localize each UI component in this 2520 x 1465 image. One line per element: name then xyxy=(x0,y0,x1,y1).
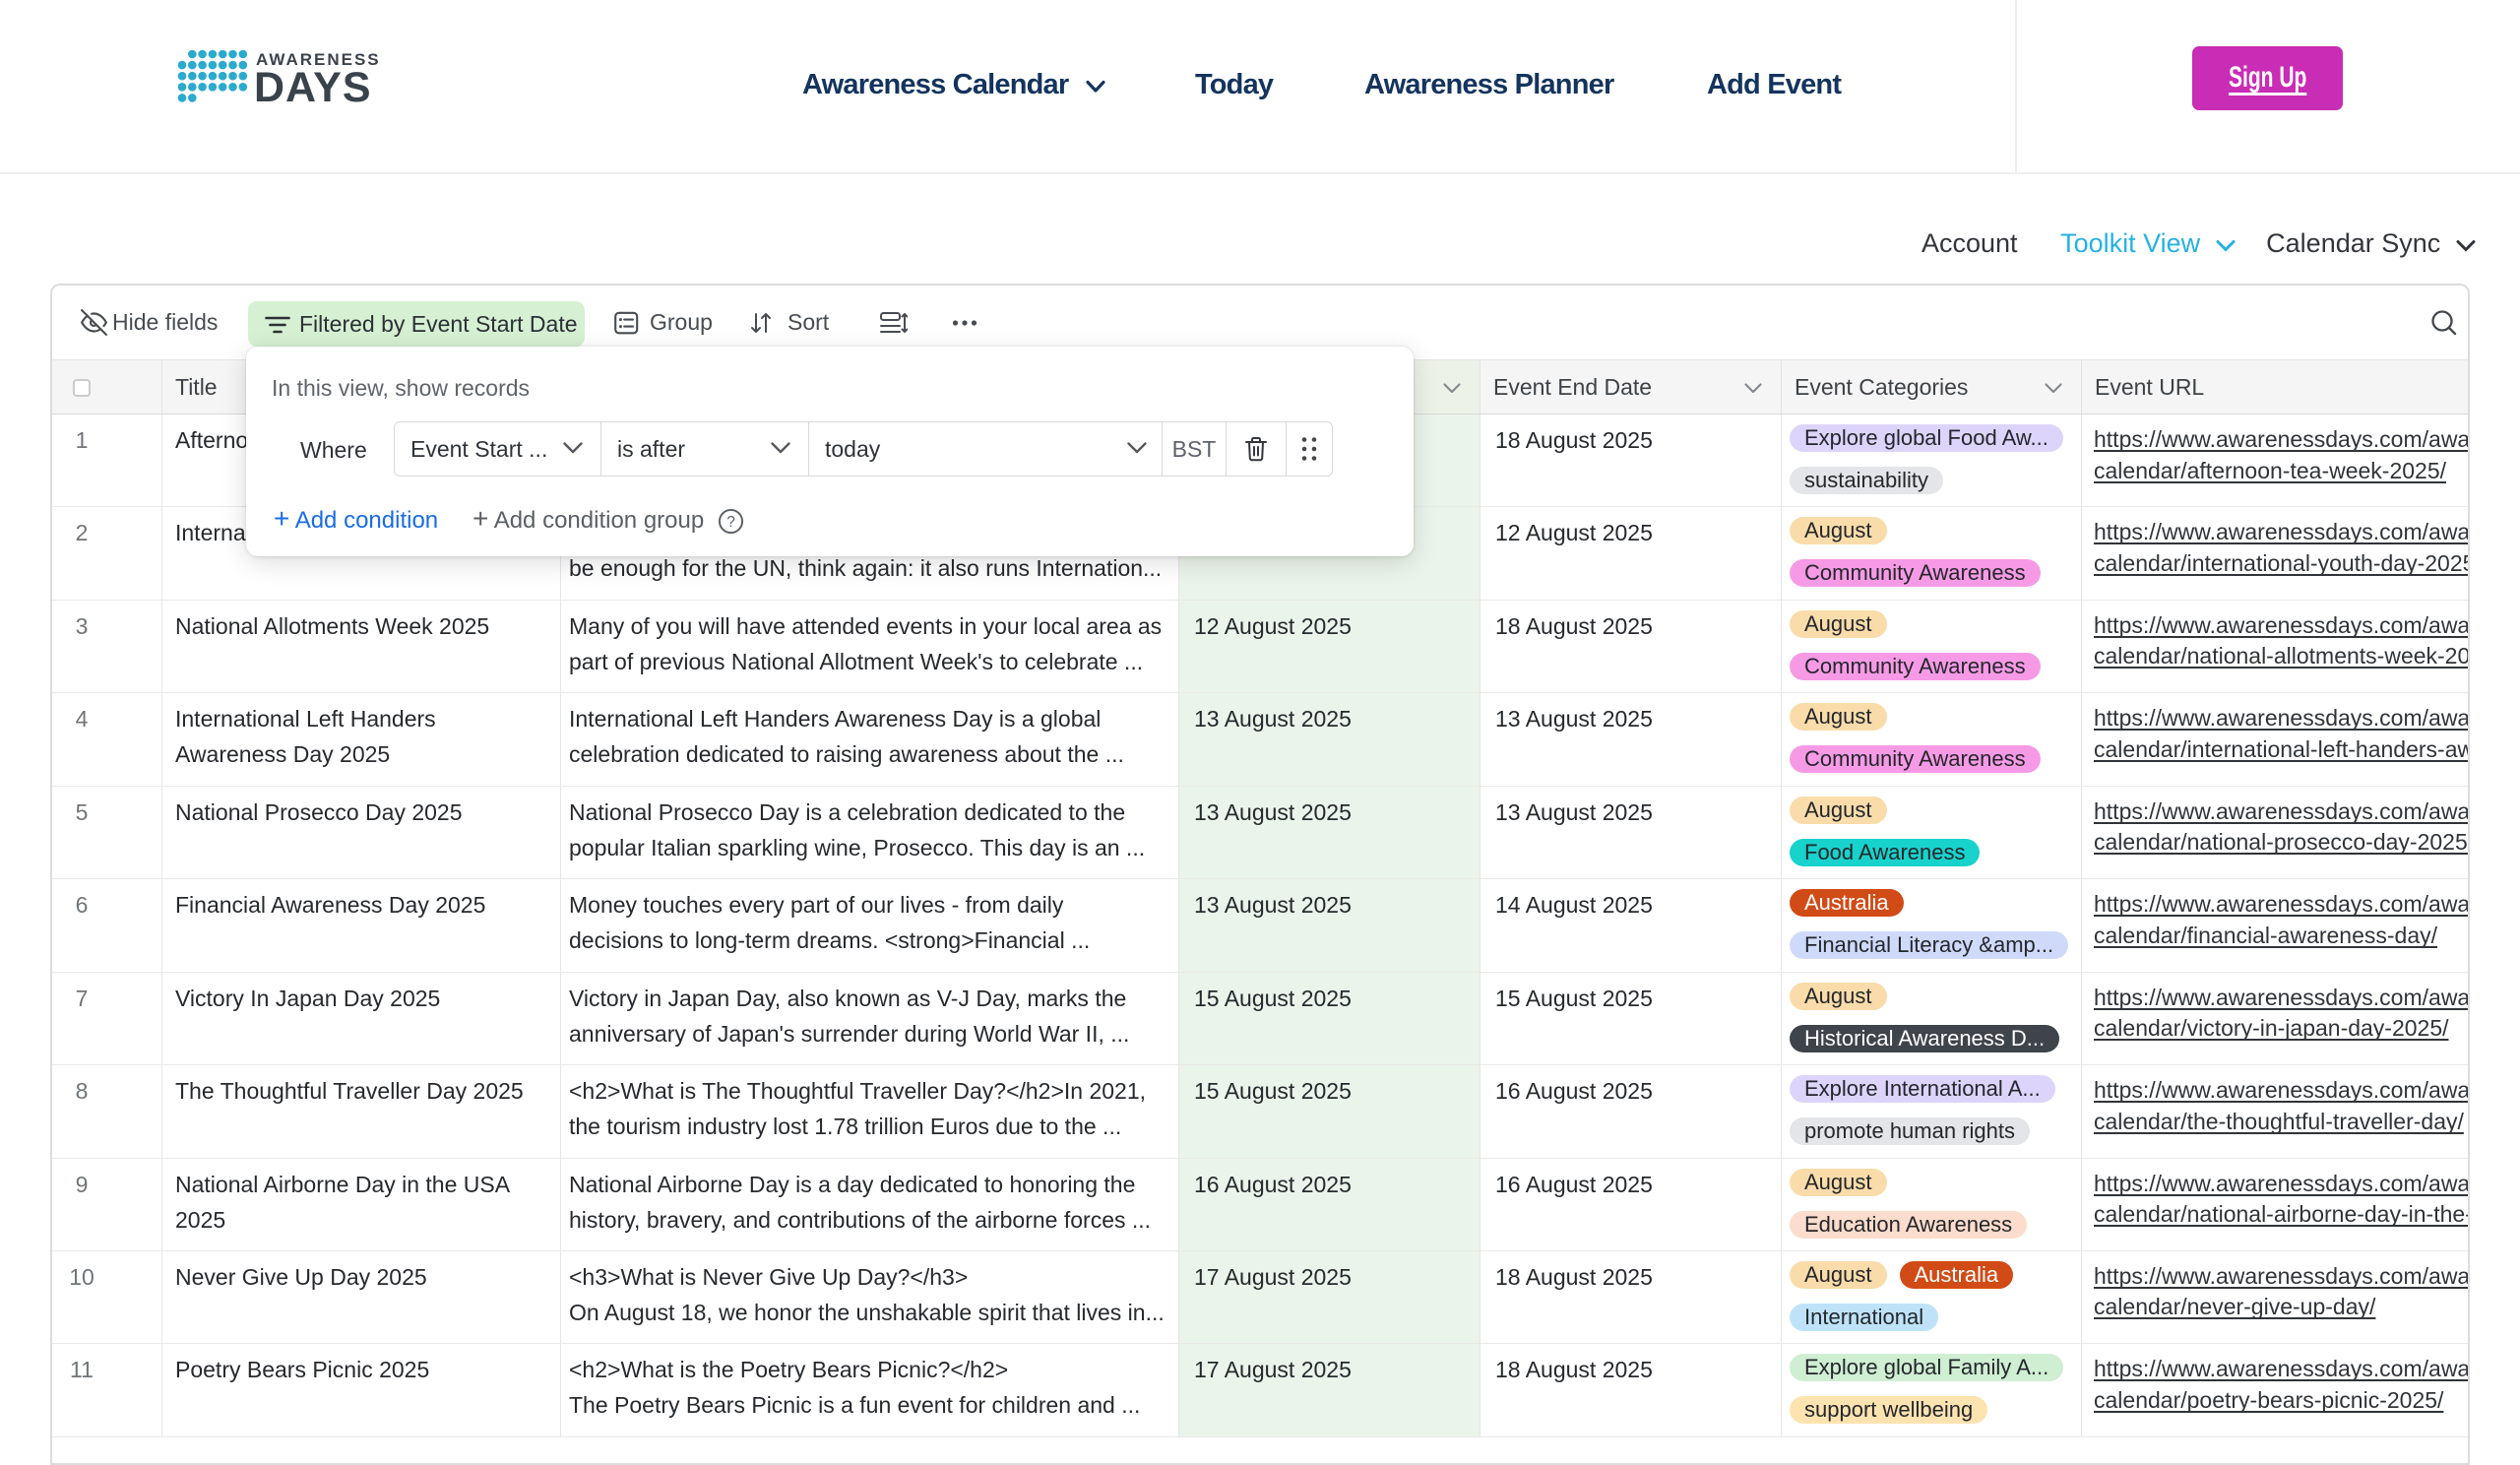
svg-text:?: ? xyxy=(726,514,735,531)
